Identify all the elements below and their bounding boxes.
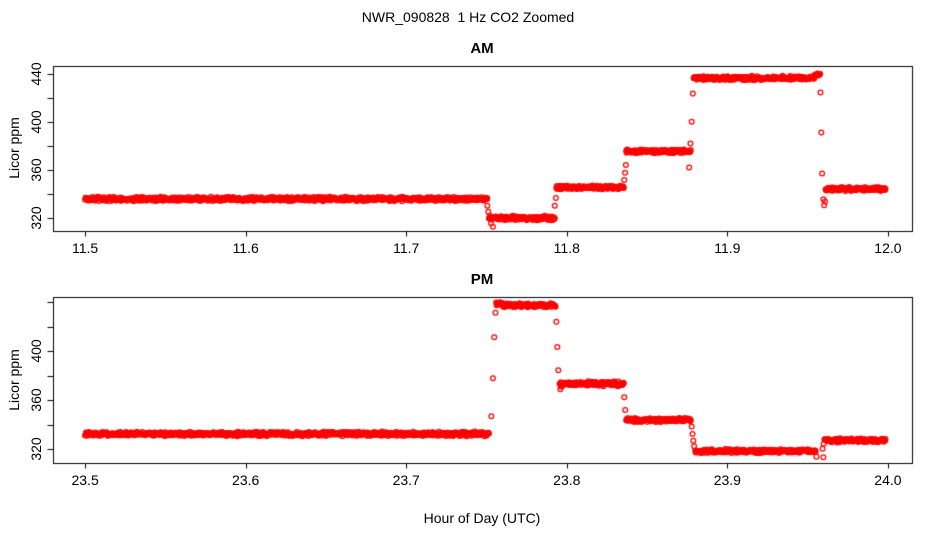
y-tick-label: 400 xyxy=(28,339,44,363)
y-tick-label: 400 xyxy=(28,110,44,135)
x-tick-label: 23.5 xyxy=(71,472,99,488)
x-tick-label: 11.9 xyxy=(714,240,741,256)
y-tick-label: 360 xyxy=(28,388,44,412)
y-tick-label: 320 xyxy=(28,437,44,461)
y-axis-label-pm: Licor ppm xyxy=(6,349,22,411)
chart-title: NWR_090828 1 Hz CO2 Zoomed xyxy=(361,9,575,25)
x-tick-label: 11.5 xyxy=(72,240,99,256)
x-axis-label: Hour of Day (UTC) xyxy=(423,510,541,526)
x-tick-label: 12.0 xyxy=(874,240,902,256)
y-tick-label: 360 xyxy=(28,158,44,183)
y-axis-label-am: Licor ppm xyxy=(6,117,22,179)
x-tick-label: 23.7 xyxy=(392,472,420,488)
panel-title-pm: PM xyxy=(470,271,494,288)
panel-title-am: AM xyxy=(470,40,494,57)
x-tick-label: 23.8 xyxy=(553,472,581,488)
y-tick-label: 320 xyxy=(28,206,44,231)
y-tick-label: 440 xyxy=(28,62,44,87)
x-tick-label: 11.8 xyxy=(553,240,580,256)
x-tick-label: 11.6 xyxy=(232,240,259,256)
x-tick-label: 24.0 xyxy=(874,472,902,488)
x-tick-label: 11.7 xyxy=(393,240,420,256)
x-tick-label: 23.9 xyxy=(713,472,741,488)
x-tick-label: 23.6 xyxy=(232,472,260,488)
